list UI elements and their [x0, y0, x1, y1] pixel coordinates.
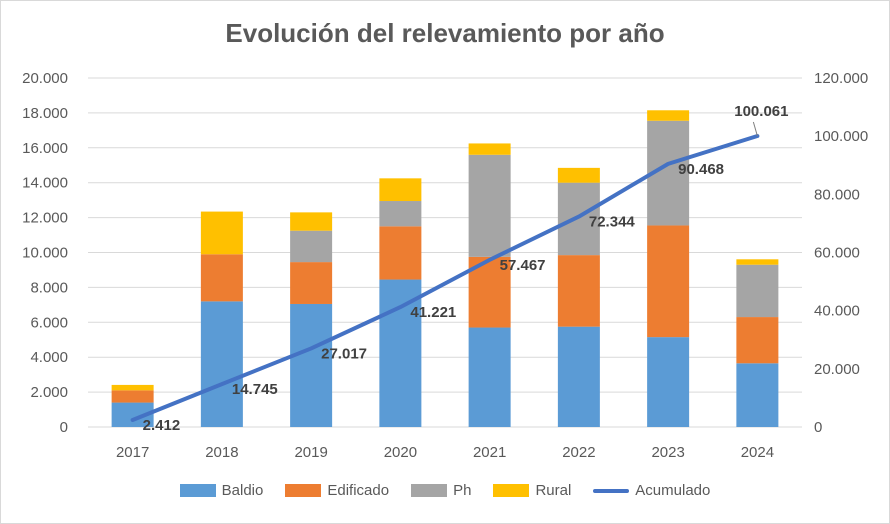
legend-swatch	[411, 484, 448, 497]
bar-rural	[736, 259, 779, 265]
bar-baldio	[736, 363, 779, 427]
data-label-acumulado: 100.061	[734, 103, 788, 120]
bar-rural	[379, 178, 422, 202]
bar-edificado	[557, 255, 600, 327]
legend-swatch	[179, 484, 216, 497]
bar-baldio	[379, 279, 422, 427]
bar-rural	[111, 384, 154, 391]
y-left-tick-label: 2.000	[30, 384, 68, 401]
data-label-acumulado: 14.745	[232, 381, 278, 398]
legend-label: Ph	[453, 482, 472, 499]
y-left-tick-label: 14.000	[22, 175, 68, 192]
bar-baldio	[290, 303, 333, 427]
legend: Baldio Edificado Ph Rural Acumulado	[0, 482, 890, 499]
x-tick-label: 2022	[562, 444, 595, 461]
bar-edificado	[111, 390, 154, 403]
bar-rural	[647, 110, 690, 121]
y-right-tick-label: 80.000	[814, 186, 860, 203]
x-tick-label: 2020	[384, 444, 417, 461]
bar-baldio	[468, 327, 511, 427]
x-tick-label: 2017	[116, 444, 149, 461]
legend-item-edificado: Edificado	[285, 482, 389, 499]
bar-edificado	[647, 225, 690, 338]
bar-rural	[557, 167, 600, 183]
legend-item-ph: Ph	[411, 482, 471, 499]
x-tick-label: 2021	[473, 444, 506, 461]
legend-label: Rural	[535, 482, 572, 499]
y-right-tick-label: 60.000	[814, 245, 860, 262]
x-tick-label: 2019	[294, 444, 327, 461]
y-left-tick-label: 18.000	[22, 105, 68, 122]
x-tick-label: 2018	[205, 444, 238, 461]
line-acumulado	[130, 133, 760, 422]
legend-swatch	[285, 484, 322, 497]
data-label-acumulado: 27.017	[321, 345, 367, 362]
bar-ph	[557, 182, 600, 256]
y-left-tick-label: 4.000	[30, 349, 68, 366]
y-left-tick-label: 20.000	[22, 70, 68, 87]
x-tick-label: 2023	[651, 444, 684, 461]
bar-edificado	[379, 226, 422, 280]
data-label-acumulado: 57.467	[500, 257, 546, 274]
bar-ph	[736, 264, 779, 318]
y-left-tick-label: 6.000	[30, 314, 68, 331]
x-tick-label: 2024	[741, 444, 774, 461]
y-right-tick-label: 100.000	[814, 128, 868, 145]
y-right-tick-label: 20.000	[814, 361, 860, 378]
bar-baldio	[200, 301, 243, 427]
bar-edificado	[736, 317, 779, 364]
y-right-tick-label: 0	[814, 419, 822, 436]
bar-ph	[290, 230, 333, 263]
bar-rural	[200, 211, 243, 255]
data-label-acumulado: 2.412	[143, 417, 181, 434]
bar-baldio	[647, 337, 690, 427]
label-leader-line	[752, 121, 758, 137]
bar-rural	[468, 143, 511, 155]
legend-label: Acumulado	[635, 482, 711, 499]
bar-ph	[468, 154, 511, 257]
bar-edificado	[200, 254, 243, 302]
data-label-acumulado: 72.344	[589, 214, 636, 231]
bar-edificado	[290, 262, 333, 304]
y-left-tick-label: 0	[60, 419, 68, 436]
legend-item-rural: Rural	[493, 482, 571, 499]
y-right-tick-label: 120.000	[814, 70, 868, 87]
y-left-tick-label: 16.000	[22, 140, 68, 157]
y-left-tick-label: 10.000	[22, 245, 68, 262]
data-label-acumulado: 41.221	[410, 304, 456, 321]
legend-label: Edificado	[327, 482, 390, 499]
legend-label: Baldio	[221, 482, 264, 499]
y-left-tick-label: 8.000	[30, 279, 68, 296]
bar-rural	[290, 212, 333, 231]
data-label-acumulado: 90.468	[678, 161, 724, 178]
legend-swatch	[593, 488, 630, 493]
y-left-tick-label: 12.000	[22, 210, 68, 227]
bar-ph	[379, 201, 422, 227]
legend-item-acumulado: Acumulado	[593, 482, 710, 499]
chart-title: Evolución del relevamiento por año	[225, 18, 665, 48]
bar-baldio	[557, 326, 600, 427]
legend-swatch	[493, 484, 530, 497]
legend-item-baldio: Baldio	[179, 482, 264, 499]
y-right-tick-label: 40.000	[814, 303, 860, 320]
